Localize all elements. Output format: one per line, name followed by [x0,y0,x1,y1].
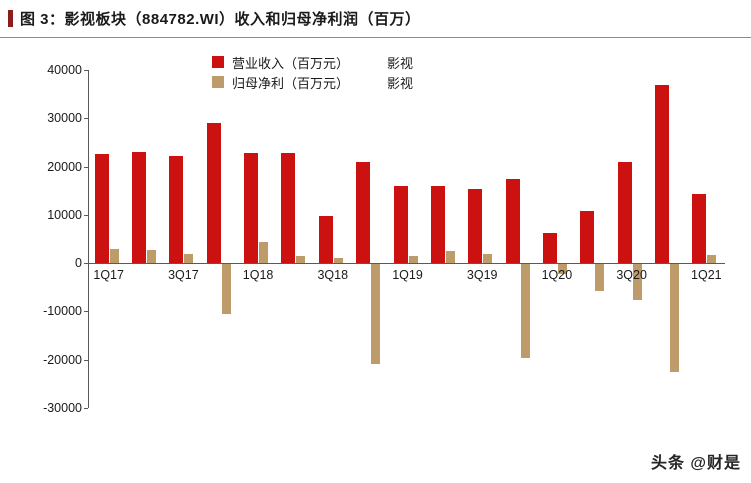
x-axis-label: 1Q17 [93,268,124,282]
bar-profit [669,264,679,372]
x-axis-label: 3Q19 [466,268,498,282]
bar-revenue [244,152,259,263]
bar-revenue [430,185,445,263]
y-axis-label: 20000 [47,159,82,174]
bar-revenue [393,185,408,263]
legend-item-profit: 归母净利（百万元） 影视 [212,72,413,92]
bar-profit [595,264,605,291]
title-accent-bar [8,10,13,27]
bar-profit [371,264,381,365]
y-axis-label: 40000 [47,63,82,77]
bar-profit [333,258,343,263]
figure-title-row: 图 3：影视板块（884782.WI）收入和归母净利润（百万） [8,8,421,29]
bar-profit [445,251,455,263]
legend-tag-profit: 影视 [387,75,414,91]
bar-revenue [356,161,371,263]
figure-title: 图 3：影视板块（884782.WI）收入和归母净利润（百万） [20,11,421,28]
bar-profit [221,264,231,314]
bar-profit [632,264,642,301]
x-axis-label: 1Q21 [691,268,722,282]
bar-revenue [94,154,109,263]
bar-revenue [468,188,483,263]
bar-profit [557,264,567,274]
bar-revenue [542,232,557,263]
bar-revenue [654,85,669,263]
legend-swatch-profit-icon [212,76,224,88]
title-divider [0,37,751,38]
bar-profit [147,250,157,263]
y-axis-tick [84,359,88,361]
legend-tag-revenue: 影视 [387,55,414,71]
legend-swatch-revenue-icon [212,56,224,68]
bar-profit [296,255,306,263]
bar-revenue [281,153,296,263]
bar-revenue [692,193,707,263]
x-axis-label: 1Q19 [392,268,423,282]
y-axis-tick [84,166,88,168]
x-axis-label: 3Q20 [616,268,647,282]
legend-label-profit: 归母净利（百万元） [232,75,350,91]
bar-revenue [617,161,632,263]
bar-profit [408,256,418,263]
y-axis-label: -30000 [43,400,82,415]
zero-axis-line [88,263,725,264]
bar-profit [483,254,493,263]
x-axis-label: 3Q18 [317,268,349,282]
y-axis-label: 30000 [47,111,82,126]
x-axis-label: 1Q20 [541,268,573,282]
y-axis-tick [84,263,88,264]
bar-revenue [132,152,147,263]
legend-label-revenue: 营业收入（百万元） [232,55,350,71]
bar-profit [184,254,194,263]
y-axis-tick [84,311,88,313]
bar-revenue [505,179,520,263]
bar-profit [109,249,119,263]
bar-revenue [169,155,184,263]
y-axis-label: 10000 [47,207,82,222]
x-axis-label: 1Q18 [242,268,274,282]
y-axis-tick [84,70,88,71]
legend-item-revenue: 营业收入（百万元） 影视 [212,52,413,72]
y-axis-line [88,70,89,408]
bar-revenue [206,123,221,263]
y-axis-label: 0 [75,256,82,270]
x-axis-label: 3Q17 [168,268,199,282]
y-axis-tick [84,407,88,409]
y-axis-label: -20000 [43,352,82,367]
bar-profit [259,241,269,263]
bar-revenue [318,215,333,263]
bar-profit [520,264,530,359]
y-axis-tick [84,214,88,216]
y-axis-label: -10000 [43,304,82,319]
chart-legend: 营业收入（百万元） 影视 归母净利（百万元） 影视 [212,52,413,92]
bar-profit [707,255,717,263]
bar-revenue [580,210,595,263]
y-axis-tick [84,118,88,120]
watermark: 头条 @财是 [650,455,741,472]
